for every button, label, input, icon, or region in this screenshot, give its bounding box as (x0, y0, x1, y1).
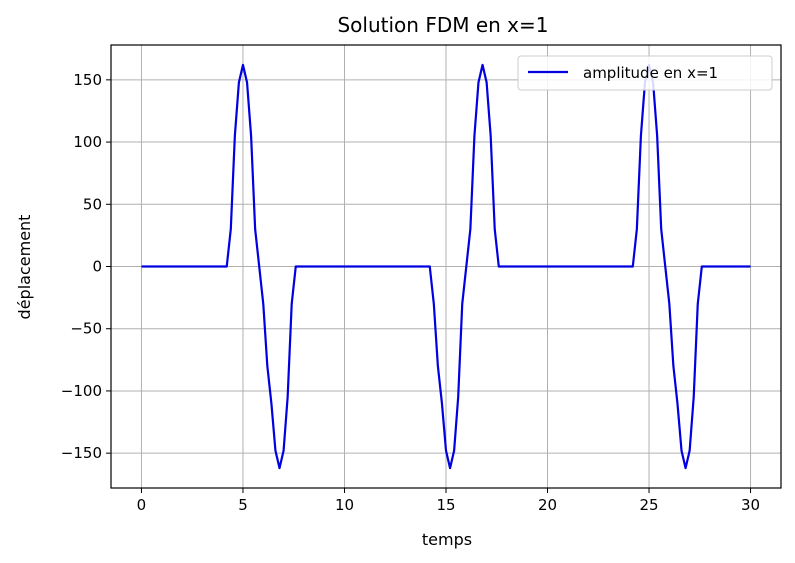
y-tick-label: 100 (73, 133, 102, 151)
y-ticks: −150 −100 −50 0 50 100 150 (61, 71, 111, 462)
chart-title: Solution FDM en x=1 (337, 13, 548, 37)
y-tick-label: −100 (61, 382, 102, 400)
y-tick-label: 50 (83, 195, 102, 213)
y-tick-label: −50 (70, 320, 102, 338)
y-tick-label: −150 (61, 444, 102, 462)
x-tick-label: 30 (741, 496, 760, 514)
x-tick-label: 25 (639, 496, 658, 514)
x-ticks: 0 5 10 15 20 25 30 (137, 488, 760, 514)
x-tick-label: 15 (436, 496, 455, 514)
y-tick-label: 150 (73, 71, 102, 89)
y-tick-label: 0 (92, 258, 102, 276)
legend-label: amplitude en x=1 (583, 64, 718, 82)
x-tick-label: 20 (538, 496, 557, 514)
x-tick-label: 10 (335, 496, 354, 514)
y-axis-label: déplacement (15, 215, 34, 320)
x-tick-label: 0 (137, 496, 147, 514)
x-tick-label: 5 (238, 496, 248, 514)
legend: amplitude en x=1 (517, 55, 773, 91)
x-axis-label: temps (422, 530, 472, 549)
legend-box (517, 55, 773, 91)
